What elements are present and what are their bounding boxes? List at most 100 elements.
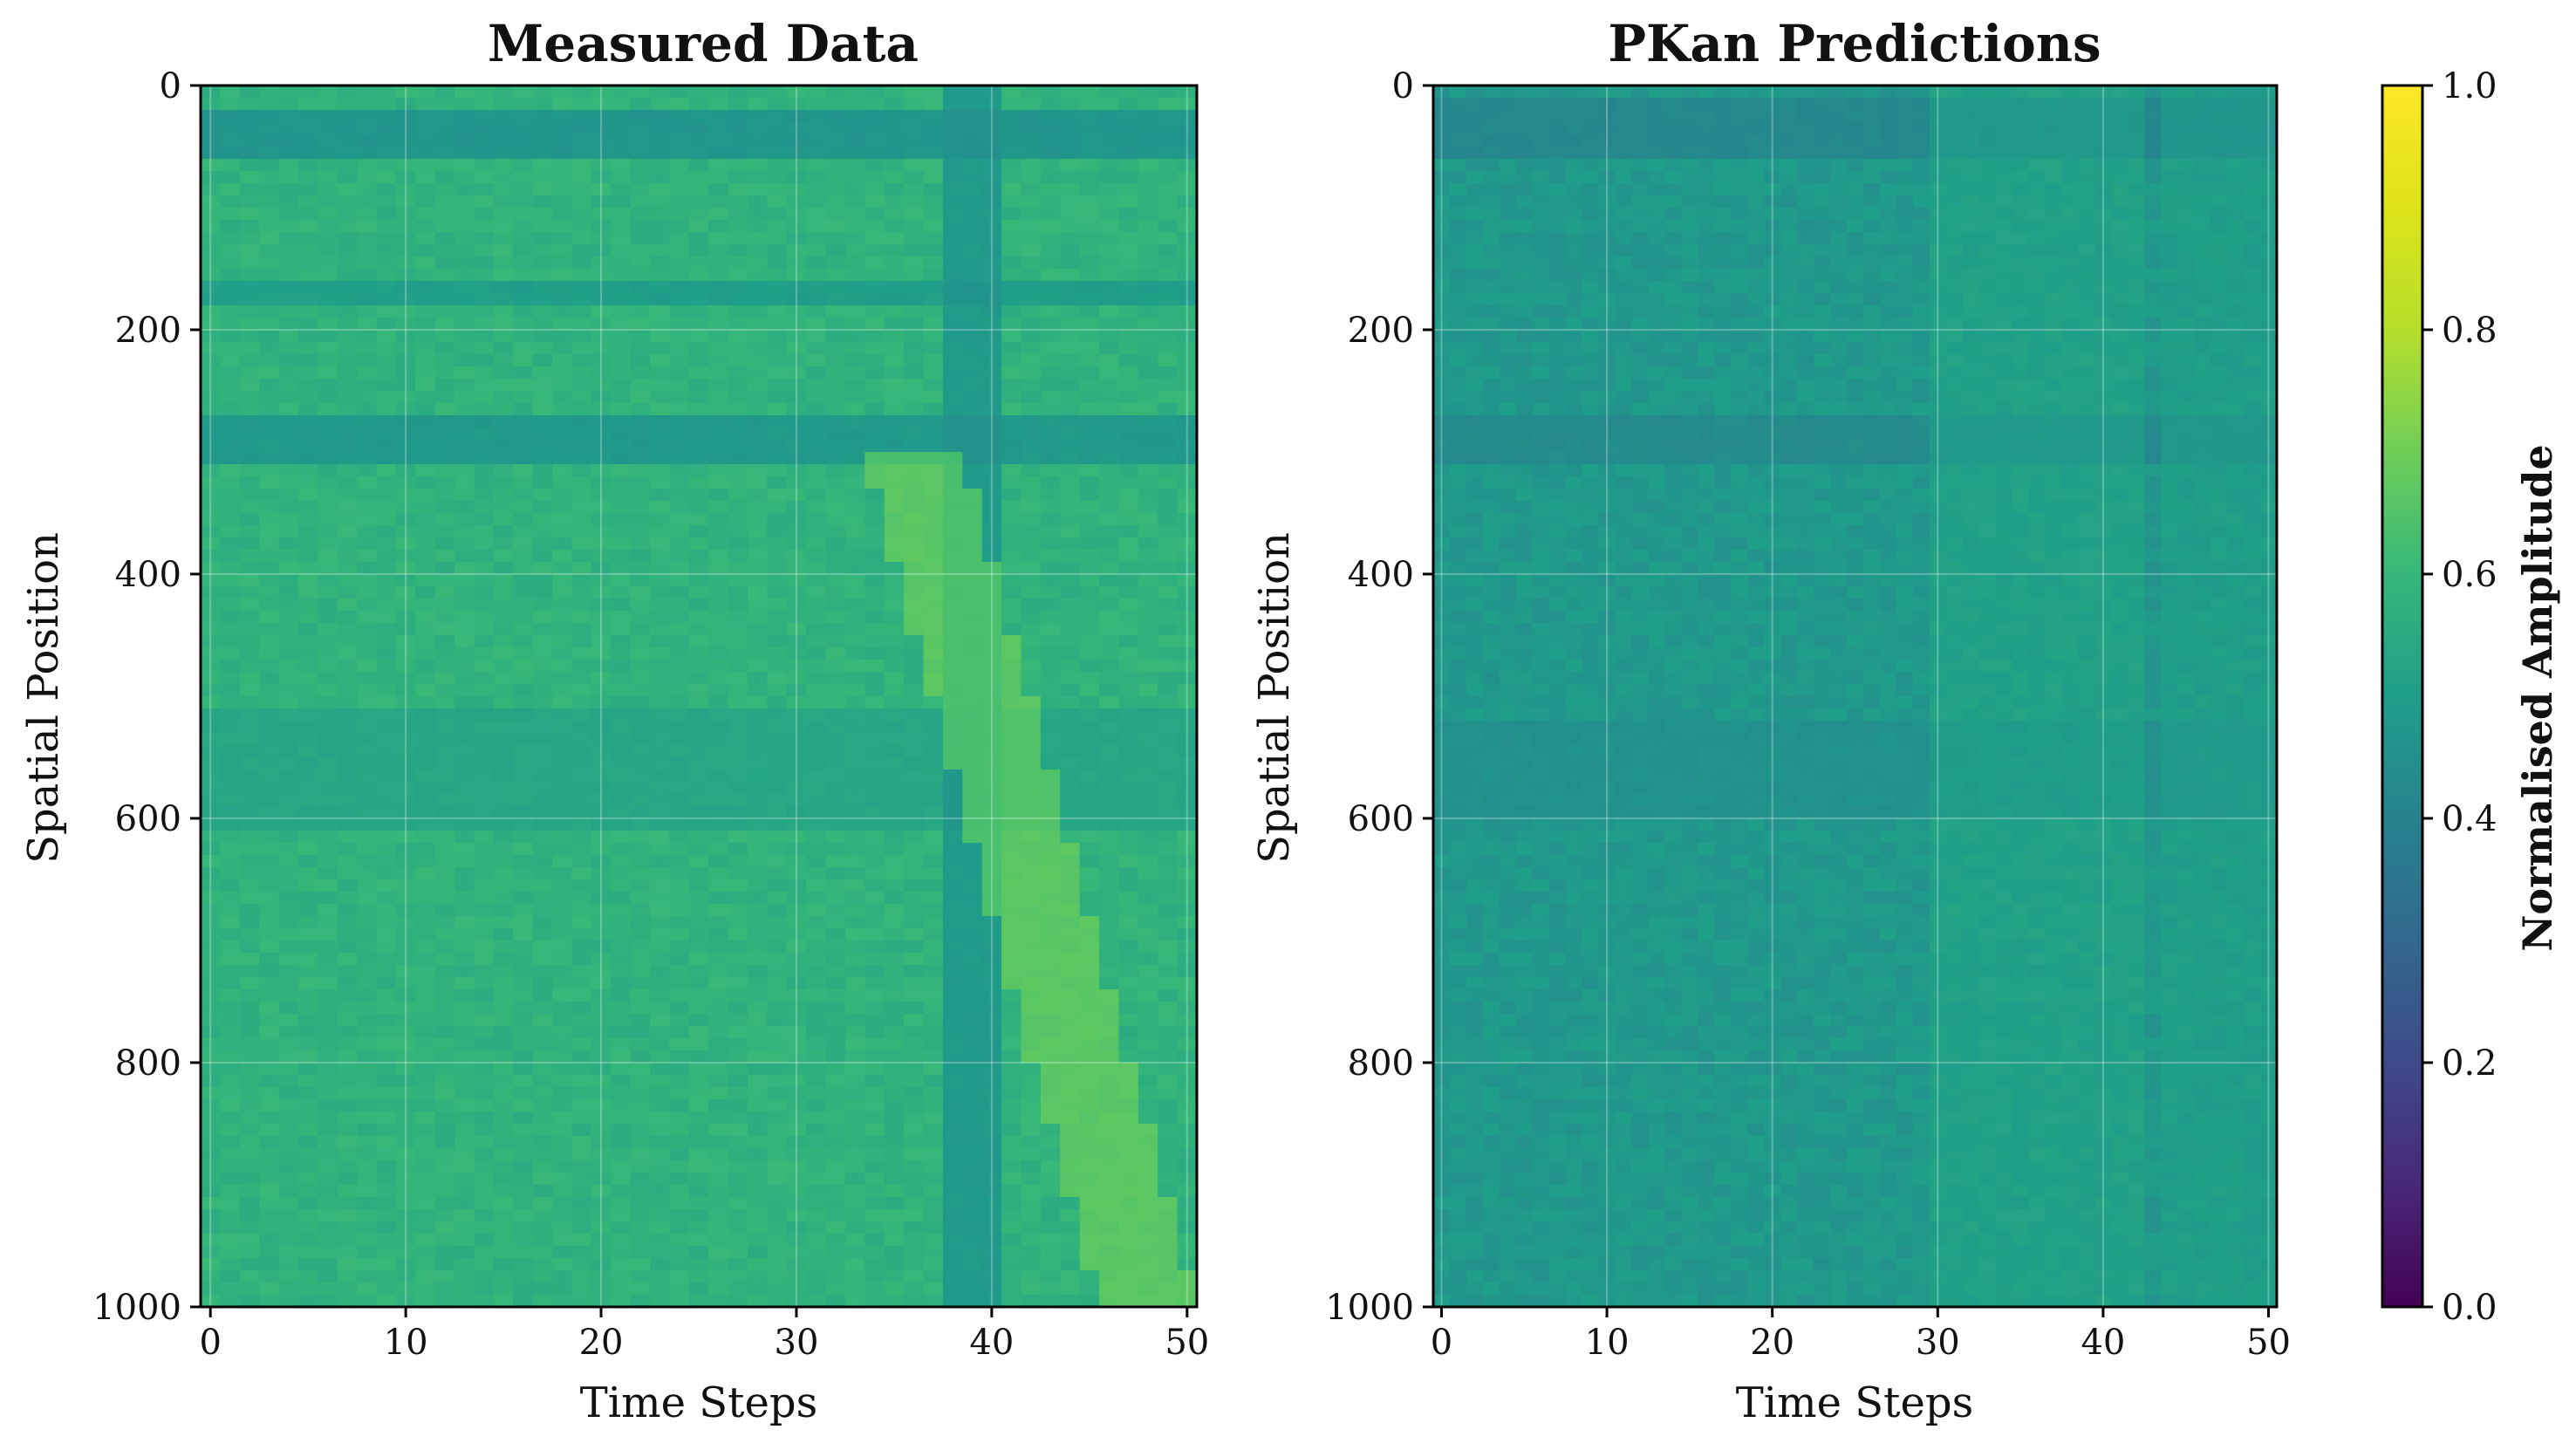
heatmap-cell (981, 1246, 1002, 1259)
heatmap-cell (571, 415, 592, 428)
heatmap-cell (1040, 928, 1061, 941)
heatmap-cell (708, 318, 729, 331)
heatmap-cell (376, 1209, 397, 1222)
heatmap-cell (904, 537, 925, 551)
heatmap-cell (297, 1014, 318, 1027)
heatmap-cell (942, 330, 963, 343)
heatmap-cell (688, 1258, 709, 1271)
heatmap-cell (591, 928, 612, 941)
heatmap-cell (434, 904, 455, 917)
heatmap-cell (571, 696, 592, 709)
heatmap-cell (239, 745, 260, 758)
heatmap-cell (884, 989, 905, 1002)
heatmap-cell (650, 452, 671, 465)
heatmap-cell (767, 1038, 788, 1051)
heatmap-cell (395, 525, 416, 538)
heatmap-cell (923, 879, 944, 893)
heatmap-cell (1079, 1026, 1100, 1039)
heatmap-cell (1040, 879, 1061, 893)
heatmap-cell (454, 1270, 475, 1283)
heatmap-cell (981, 745, 1002, 758)
heatmap-cell (844, 1075, 865, 1088)
heatmap-cell (1079, 562, 1100, 575)
heatmap-cell (395, 1185, 416, 1198)
heatmap-cell (415, 647, 436, 660)
heatmap-cell (786, 476, 807, 489)
heatmap-cell (884, 1209, 905, 1222)
heatmap-cell (1158, 1099, 1179, 1112)
heatmap-cell (1040, 916, 1061, 929)
heatmap-cell (786, 1234, 807, 1247)
heatmap-cell (611, 147, 632, 160)
heatmap-cell (767, 989, 788, 1002)
heatmap-cell (395, 806, 416, 819)
heatmap-cell (1158, 672, 1179, 685)
heatmap-cell (395, 354, 416, 367)
heatmap-cell (395, 1234, 416, 1247)
heatmap-cell (318, 928, 338, 941)
heatmap-cell (806, 318, 827, 331)
heatmap-cell (688, 660, 709, 673)
heatmap-cell (844, 623, 865, 636)
heatmap-cell (357, 513, 378, 526)
heatmap-cell (611, 1160, 632, 1173)
heatmap-cell (981, 916, 1002, 929)
heatmap-cell (434, 733, 455, 746)
heatmap-cell (904, 867, 925, 880)
heatmap-cell (259, 244, 280, 257)
heatmap-cell (337, 427, 358, 441)
heatmap-cell (376, 928, 397, 941)
heatmap-cell (552, 220, 573, 233)
heatmap-cell (884, 1050, 905, 1064)
heatmap-cell (904, 489, 925, 502)
heatmap-cell (552, 1050, 573, 1064)
heatmap-cell (474, 110, 495, 123)
heatmap-cell (1099, 513, 1120, 526)
heatmap-cell (981, 256, 1002, 270)
heatmap-cell (1138, 501, 1158, 514)
heatmap-cell (318, 537, 338, 551)
heatmap-cell (1021, 305, 1042, 318)
heatmap-cell (259, 403, 280, 416)
heatmap-cell (747, 1136, 768, 1149)
heatmap-cell (1060, 782, 1081, 795)
heatmap-cell (532, 256, 553, 270)
heatmap-cell (923, 183, 944, 196)
heatmap-cell (1021, 489, 1042, 502)
heatmap-cell (239, 1246, 260, 1259)
heatmap-cell (708, 1246, 729, 1259)
heatmap-cell (630, 537, 651, 551)
heatmap-cell (493, 611, 514, 624)
heatmap-cell (844, 953, 865, 966)
heatmap-cell (1138, 1148, 1158, 1161)
heatmap-cell (201, 598, 221, 612)
heatmap-cell (942, 220, 963, 233)
heatmap-cell (923, 1124, 944, 1137)
heatmap-cell (1138, 525, 1158, 538)
heatmap-cell (630, 489, 651, 502)
heatmap-cell (981, 806, 1002, 819)
heatmap-cell (923, 1111, 944, 1125)
heatmap-cell (493, 1148, 514, 1161)
heatmap-cell (844, 440, 865, 453)
heatmap-cell (1060, 1258, 1081, 1271)
heatmap-cell (1040, 1038, 1061, 1051)
heatmap-cell (318, 342, 338, 355)
heatmap-cell (844, 1026, 865, 1039)
heatmap-cell (239, 757, 260, 770)
heatmap-cell (1138, 171, 1158, 184)
heatmap-cell (1099, 122, 1120, 135)
heatmap-cell (904, 598, 925, 612)
heatmap-cell (669, 134, 690, 147)
heatmap-cell (767, 171, 788, 184)
heatmap-cell (942, 562, 963, 575)
heatmap-cell (1060, 1185, 1081, 1198)
heatmap-cell (1138, 1063, 1158, 1076)
heatmap-cell (259, 574, 280, 587)
heatmap-cell (611, 721, 632, 734)
heatmap-cell (239, 208, 260, 221)
heatmap-cell (318, 550, 338, 563)
heatmap-cell (493, 989, 514, 1002)
heatmap-cell (1138, 1295, 1158, 1308)
heatmap-cell (1060, 147, 1081, 160)
